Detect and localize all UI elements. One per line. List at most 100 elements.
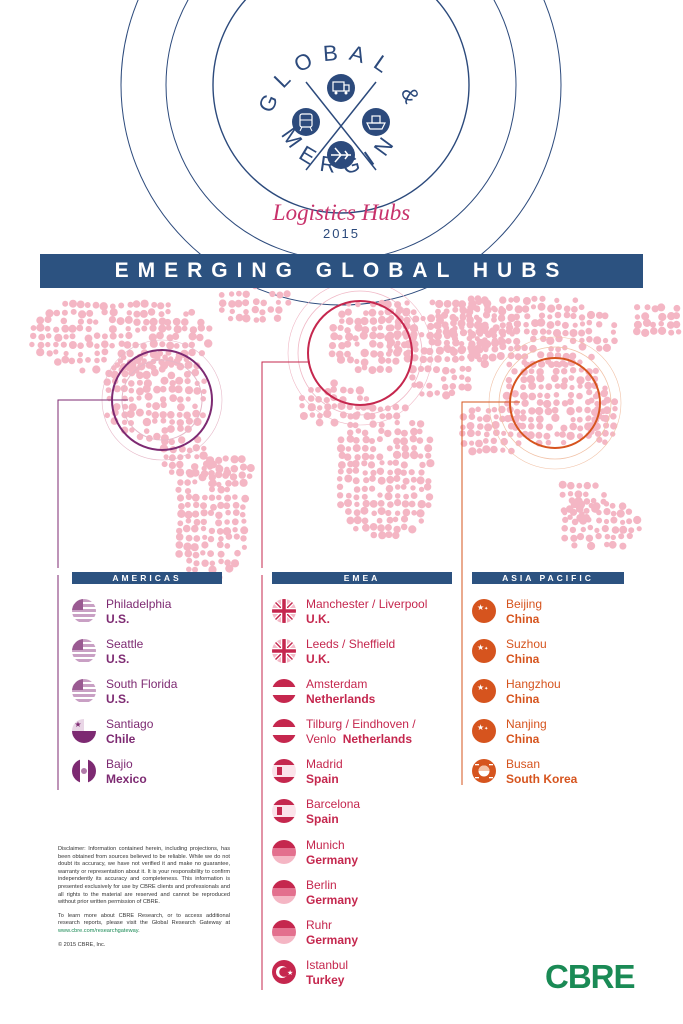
map-dot: [225, 564, 234, 573]
map-dot: [147, 308, 156, 316]
map-dot: [132, 300, 141, 308]
map-dot: [225, 509, 231, 516]
map-dot: [587, 541, 596, 551]
map-dot: [216, 528, 224, 535]
map-dot: [209, 560, 216, 567]
map-dot: [416, 476, 425, 485]
map-dot: [142, 370, 151, 380]
map-dot: [231, 518, 239, 526]
map-dot: [142, 384, 151, 393]
map-dot: [650, 321, 656, 328]
map-dot: [344, 453, 352, 461]
map-dot: [136, 433, 144, 441]
map-dot: [634, 304, 641, 311]
map-dot: [559, 360, 566, 367]
map-dot: [409, 435, 417, 443]
map-dot: [580, 526, 586, 533]
map-dot: [626, 518, 633, 525]
map-dot: [128, 387, 135, 394]
map-dot: [376, 453, 384, 461]
map-dot: [345, 317, 354, 325]
map-dot: [435, 299, 444, 309]
map-dot: [191, 368, 200, 377]
map-dot: [200, 509, 208, 517]
map-dot: [120, 385, 128, 393]
map-dot: [354, 501, 360, 507]
map-dot: [562, 516, 569, 524]
map-dot: [192, 566, 198, 573]
map-dot: [466, 335, 473, 342]
map-dot: [395, 306, 404, 314]
map-dot: [579, 321, 586, 327]
map-dot: [481, 343, 489, 352]
map-dot: [570, 534, 578, 542]
map-dot: [561, 368, 568, 375]
map-dot: [633, 320, 642, 329]
map-dot: [473, 321, 483, 330]
map-dot: [585, 327, 593, 335]
map-dot: [136, 395, 142, 401]
map-dot: [457, 319, 466, 328]
map-dot: [128, 396, 134, 402]
map-dot: [362, 499, 370, 508]
map-dot: [583, 481, 591, 490]
map-dot: [596, 436, 603, 443]
city: Istanbul: [306, 958, 349, 972]
map-dot: [467, 429, 475, 438]
map-dot: [209, 486, 215, 493]
map-dot: [345, 508, 352, 515]
map-dot: [491, 337, 498, 344]
map-dot: [566, 431, 575, 441]
map-dot: [583, 507, 590, 514]
map-dot: [602, 337, 609, 344]
map-dot: [37, 341, 45, 349]
research-gateway-link[interactable]: www.cbre.com/researchgateway: [58, 927, 139, 934]
map-dot: [458, 355, 465, 362]
map-dot: [387, 460, 393, 466]
map-dot: [360, 348, 369, 358]
map-dot: [570, 312, 577, 320]
map-dot: [346, 403, 353, 411]
map-dot: [260, 299, 268, 307]
map-dot: [246, 464, 255, 472]
map-dot: [611, 398, 619, 406]
map-dot: [368, 454, 375, 460]
map-dot: [394, 346, 403, 354]
map-dot: [400, 469, 407, 476]
map-dot: [377, 350, 384, 358]
map-dot: [513, 400, 520, 406]
map-dot: [68, 357, 76, 365]
map-dot: [612, 406, 618, 412]
map-dot: [308, 387, 314, 393]
map-dot: [161, 461, 168, 468]
map-dot: [642, 318, 652, 327]
map-dot: [201, 388, 207, 395]
country: U.S.: [106, 612, 130, 626]
map-dot: [593, 336, 602, 345]
map-dot: [230, 465, 239, 473]
map-dot: [508, 297, 514, 303]
map-dot: [352, 422, 359, 429]
map-dot: [166, 341, 175, 350]
map-dot: [109, 308, 118, 317]
map-dot: [602, 429, 609, 437]
map-dot: [299, 412, 308, 420]
map-dot: [362, 435, 370, 444]
map-dot: [185, 518, 192, 524]
map-dot: [394, 468, 402, 476]
research-note: To learn more about CBRE Research, or to…: [58, 913, 230, 936]
map-dot: [611, 337, 618, 345]
map-dot: [160, 401, 167, 409]
map-dot: [200, 502, 207, 510]
map-dot: [93, 319, 99, 325]
map-dot: [387, 469, 394, 476]
map-dot: [184, 479, 191, 486]
map-dot: [451, 355, 459, 363]
map-dot: [353, 516, 362, 525]
map-dot: [560, 382, 568, 390]
map-dot: [337, 436, 345, 444]
map-dot: [175, 354, 183, 362]
map-dot: [537, 392, 543, 399]
map-dot: [536, 399, 544, 406]
map-dot: [68, 324, 77, 333]
